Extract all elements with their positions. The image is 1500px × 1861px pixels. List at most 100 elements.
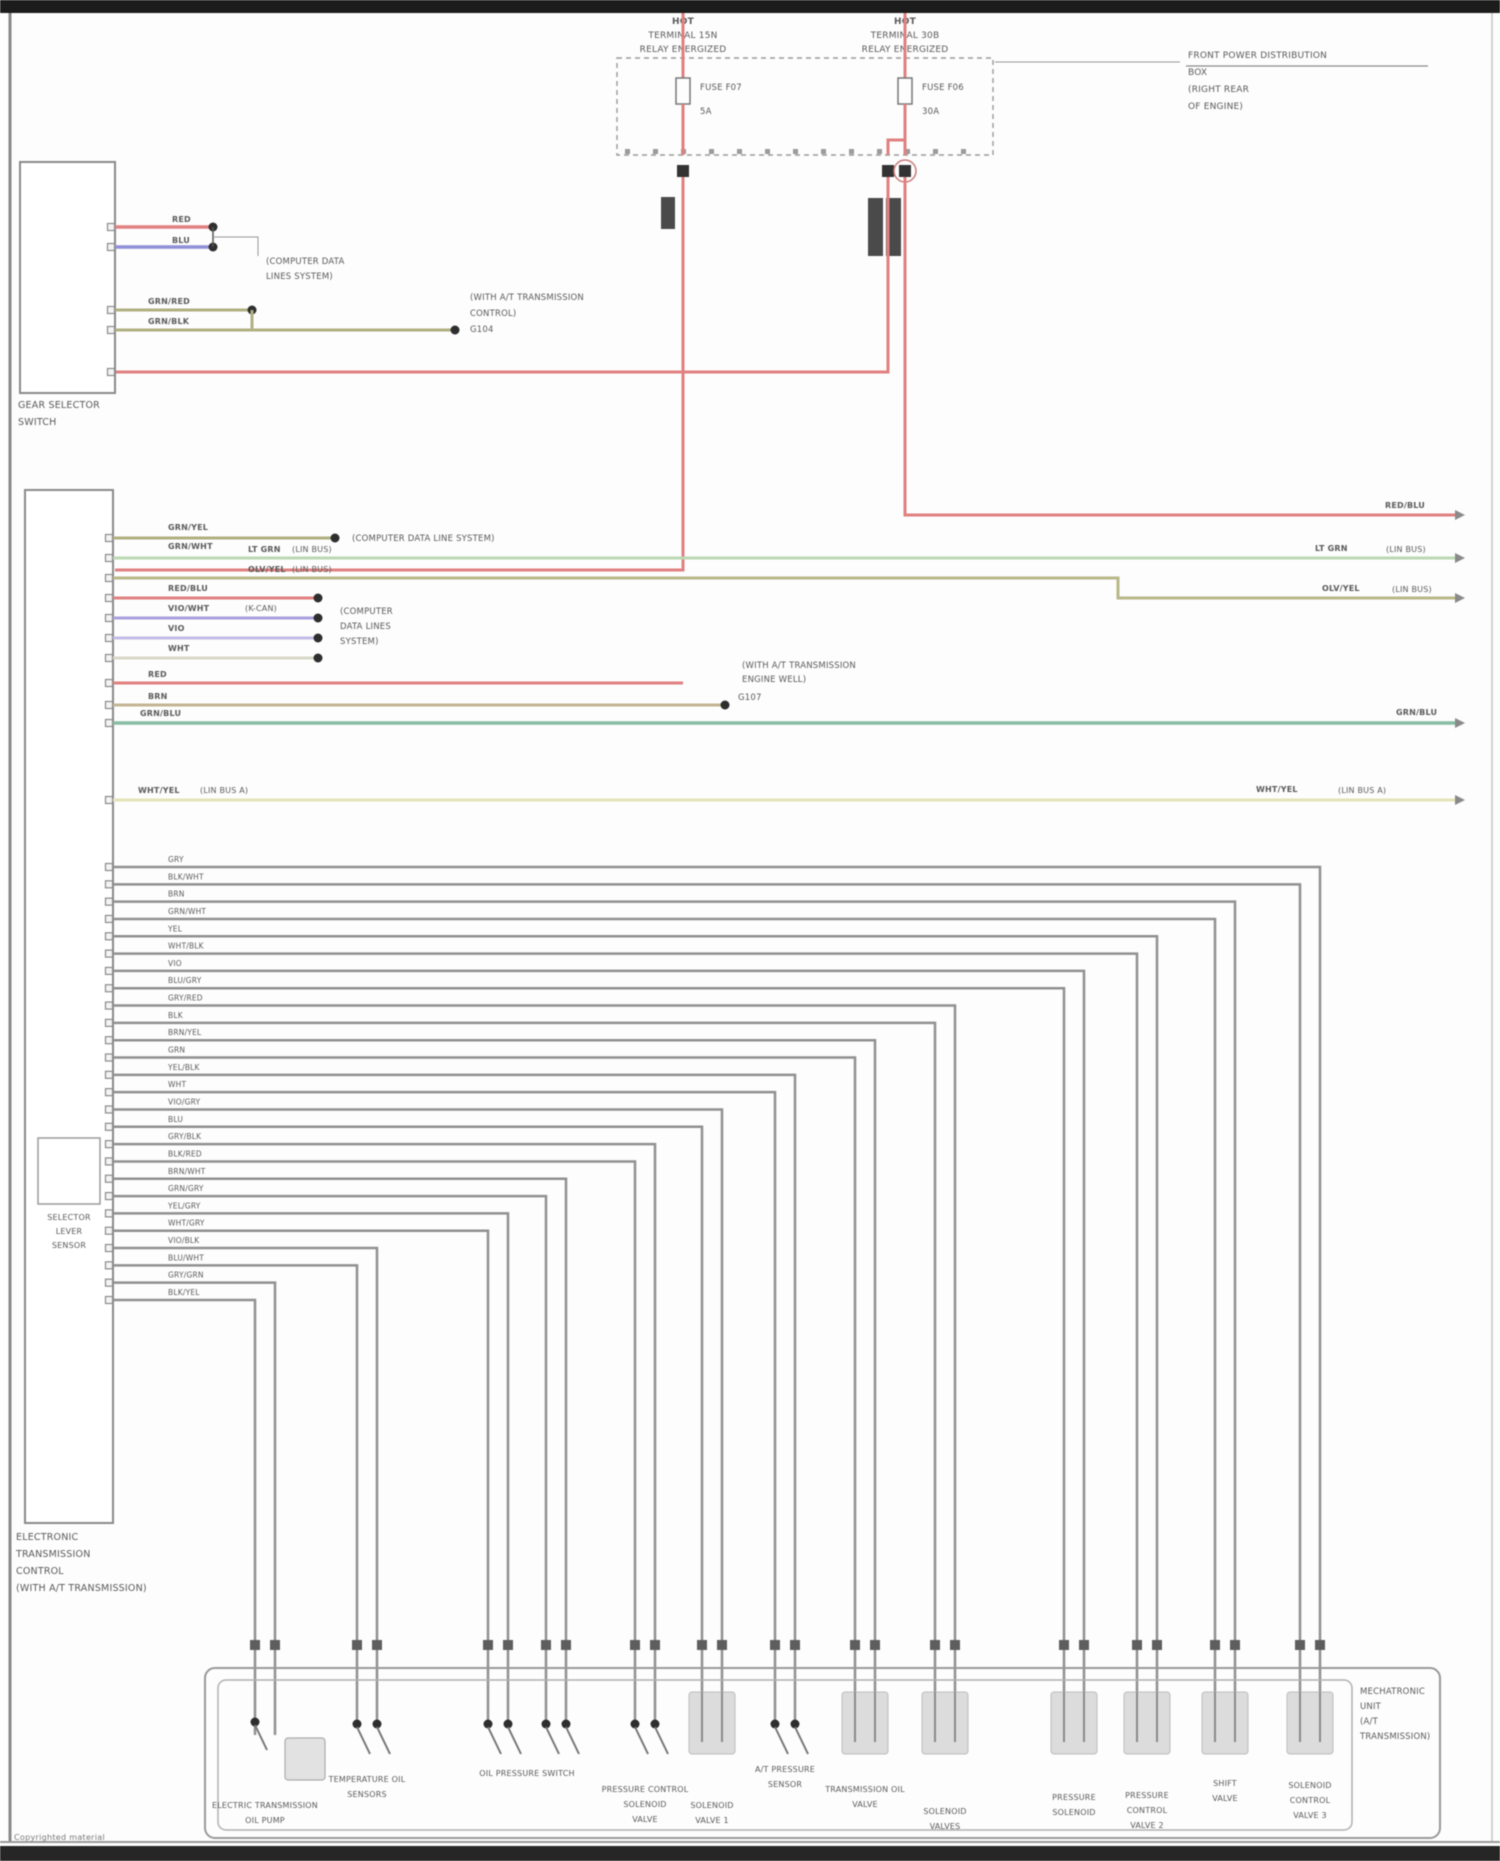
continuation-arrow-icon [1455,718,1465,728]
connector-square [372,1640,382,1650]
egs-caption: CONTROL [16,1566,64,1577]
pin-square [104,678,114,688]
ribbon-wire [113,1108,724,1640]
component-label: VALVE 3 [1293,1811,1327,1820]
wire-color-label: WHT [168,1080,186,1089]
junction-dot [330,533,340,543]
valve-symbol [1123,1691,1171,1755]
connector-square [1152,1640,1162,1650]
switch-contact-dot [770,1719,780,1729]
egs-pin [104,1261,114,1270]
connector-label-block [868,198,883,256]
connector-square [1230,1640,1240,1650]
component-label: VALVE [632,1815,658,1824]
egs-pin [104,1157,114,1166]
pin-tick [793,149,798,154]
ribbon-wire [113,1298,257,1640]
wire-color-label: (LIN BUS) [1392,585,1432,594]
wire-color-label: VIO/BLK [168,1236,200,1245]
ribbon-wire [113,1125,704,1640]
fuse-name: FUSE F07 [700,83,742,93]
wire-color-label: GRY [168,855,184,864]
switch-contact-dot [503,1719,513,1729]
wire-color-label: BRN [168,890,185,899]
pin-square [104,718,114,728]
component-label: SENSOR [768,1780,802,1789]
switch-blade [774,1726,789,1755]
component-label: SOLENOID [923,1807,966,1816]
wire-color-label: RED [148,670,167,679]
component-label: CONTROL [1290,1796,1331,1805]
component-label: OIL PUMP [245,1816,285,1825]
wire-color-label: BLK [168,1011,184,1020]
wire-color-label: VIO/GRY [168,1097,201,1106]
ribbon-wire [113,1160,637,1640]
valve-symbol [688,1691,736,1755]
pin-tick [905,149,910,154]
pin-square [104,653,114,663]
switch-blade [794,1726,809,1755]
wire-color-label: WHT/GRY [168,1219,205,1228]
switch-contact-dot [372,1719,382,1729]
egs-pin [104,1174,114,1183]
valve-symbol [1286,1691,1334,1755]
wire-color-label: (LIN BUS) [292,545,332,554]
connector-square [899,165,911,177]
pin-tick [877,149,882,154]
egs-pin [104,1001,114,1010]
wire-color-label: (LIN BUS A) [1338,786,1386,795]
ribbon-wire [113,883,1302,1640]
pin-square [104,795,114,805]
component-label: SENSORS [347,1790,387,1799]
connector-square [270,1640,280,1650]
wire-color-label: BRN/WHT [168,1167,206,1176]
switch-contact-dot [541,1719,551,1729]
component-label: CONTROL [1127,1806,1168,1815]
junction-dot [313,593,323,603]
egs-pin [104,880,114,889]
mechatronic-caption: UNIT [1360,1702,1382,1712]
copyright-text: Copyrighted material [14,1833,106,1842]
gear-selector-switch-box [19,161,116,394]
egs-pin [104,1140,114,1149]
connector-square [483,1640,493,1650]
egs-pin [104,1209,114,1218]
connector-square [697,1640,707,1650]
component-label: ELECTRIC TRANSMISSION [212,1801,318,1810]
continuation-arrow-icon [1455,795,1465,805]
pin-square [104,613,114,623]
pin-tick [625,149,630,154]
wire-color-label: GRN/BLU [1396,708,1437,717]
junction-dot [313,633,323,643]
wire-color-label: VIO [168,624,185,633]
wire-color-label: BLU [172,236,190,245]
egs-pin [104,984,114,993]
component-label: VALVES [930,1822,961,1831]
pin-tick [709,149,714,154]
ribbon-wire [113,969,1086,1640]
wire-color-label: BLU [168,1115,183,1124]
connector-square [850,1640,860,1650]
pin-tick [933,149,938,154]
egs-pin [104,1278,114,1287]
switch-blade [654,1726,669,1755]
component-label: SOLENOID [1052,1808,1095,1817]
computer-data-note: SYSTEM) [340,637,379,647]
ground-id: G107 [738,693,762,703]
connector-square [541,1640,551,1650]
egs-caption: (WITH A/T TRANSMISSION) [16,1583,147,1594]
wire-color-label: VIO [168,959,182,968]
connector-square [882,165,894,177]
connector-square [1315,1640,1325,1650]
wire-color-label: WHT/BLK [168,942,205,951]
wire-color-label: VIO/WHT [168,604,210,613]
wire-color-label: RED/BLU [1385,501,1425,510]
mechatronic-caption: MECHATRONIC [1360,1687,1425,1697]
component-label: SOLENOID [1288,1781,1331,1790]
gear-selector-switch-caption: SWITCH [18,417,56,428]
wire-color-label: GRN/WHT [168,542,213,551]
wire-color-label: YEL/BLK [167,1063,201,1072]
power-box-note: OF ENGINE) [1188,102,1243,112]
